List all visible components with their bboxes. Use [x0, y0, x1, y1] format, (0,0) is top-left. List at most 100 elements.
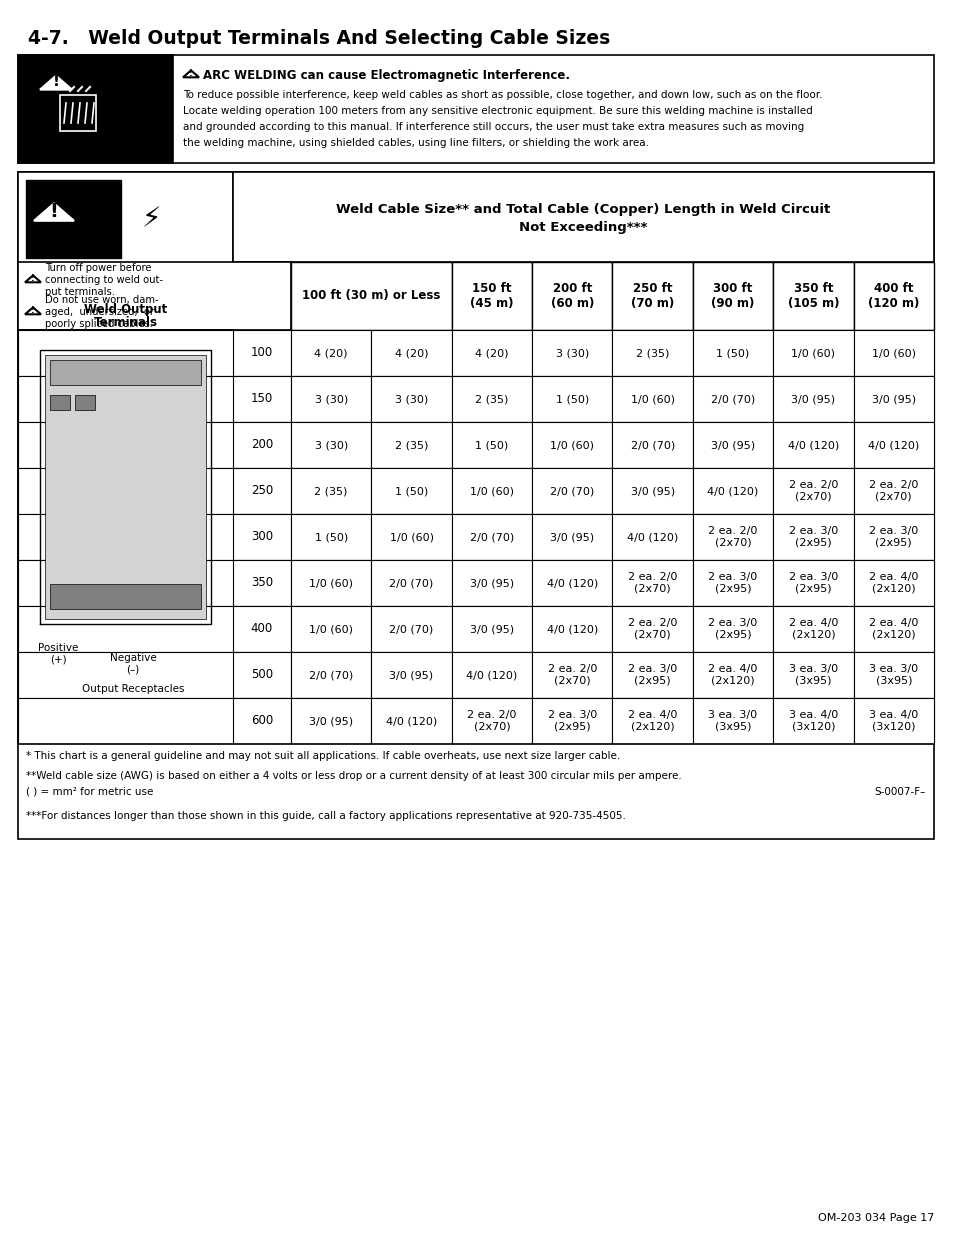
- Text: 4 (20): 4 (20): [475, 348, 508, 358]
- Text: 500: 500: [251, 668, 273, 682]
- Text: 2/0 (70): 2/0 (70): [389, 624, 434, 634]
- Bar: [291, 652, 371, 698]
- Text: 600: 600: [251, 715, 273, 727]
- Text: 3 (30): 3 (30): [395, 394, 428, 404]
- Text: 3 (30): 3 (30): [314, 440, 348, 450]
- Text: 2 (35): 2 (35): [636, 348, 669, 358]
- Text: 350: 350: [251, 577, 273, 589]
- Bar: [18, 606, 933, 652]
- Bar: [853, 559, 933, 606]
- Text: 1/0 (60): 1/0 (60): [470, 487, 514, 496]
- Bar: [612, 422, 692, 468]
- Text: 200: 200: [251, 438, 273, 452]
- Text: and grounded according to this manual. If interference still occurs, the user mu: and grounded according to this manual. I…: [183, 122, 803, 132]
- Text: 1/0 (60): 1/0 (60): [309, 624, 353, 634]
- Text: To reduce possible interference, keep weld cables as short as possible, close to: To reduce possible interference, keep we…: [183, 90, 821, 100]
- Text: 2 ea. 2/0
(2x70): 2 ea. 2/0 (2x70): [868, 480, 918, 501]
- Bar: [612, 468, 692, 514]
- Text: 1 (50): 1 (50): [475, 440, 508, 450]
- Text: 2/0 (70): 2/0 (70): [710, 394, 755, 404]
- Bar: [853, 330, 933, 375]
- Text: 2 ea. 4/0
(2x120): 2 ea. 4/0 (2x120): [627, 710, 677, 732]
- Text: 2/0 (70): 2/0 (70): [550, 487, 594, 496]
- Text: 2 ea. 3/0
(2x95): 2 ea. 3/0 (2x95): [788, 526, 837, 548]
- Text: ⚡: ⚡: [141, 205, 161, 233]
- Bar: [26, 180, 121, 258]
- Text: 150: 150: [251, 393, 273, 405]
- Bar: [773, 375, 853, 422]
- Text: 2 ea. 2/0
(2x70): 2 ea. 2/0 (2x70): [708, 526, 757, 548]
- Bar: [291, 559, 371, 606]
- Polygon shape: [34, 204, 74, 221]
- Bar: [18, 330, 233, 743]
- Text: 4/0 (120): 4/0 (120): [867, 440, 919, 450]
- Text: 1/0 (60): 1/0 (60): [871, 348, 915, 358]
- Bar: [291, 698, 371, 743]
- Bar: [50, 395, 70, 410]
- Text: !: !: [50, 201, 58, 221]
- Bar: [532, 330, 612, 375]
- Bar: [853, 698, 933, 743]
- Text: 2/0 (70): 2/0 (70): [469, 532, 514, 542]
- Text: 1/0 (60): 1/0 (60): [309, 578, 353, 588]
- Text: 100: 100: [251, 347, 273, 359]
- Bar: [452, 422, 532, 468]
- Text: 2 ea. 2/0
(2x70): 2 ea. 2/0 (2x70): [627, 572, 677, 594]
- Text: 3 ea. 3/0
(3x95): 3 ea. 3/0 (3x95): [708, 710, 757, 732]
- Polygon shape: [183, 70, 199, 78]
- Text: 4/0 (120): 4/0 (120): [386, 716, 436, 726]
- Text: Do not use worn, dam-
aged,  undersized,  or
poorly spliced cables.: Do not use worn, dam- aged, undersized, …: [45, 295, 158, 329]
- Text: 350 ft
(105 m): 350 ft (105 m): [787, 282, 839, 310]
- Text: the welding machine, using shielded cables, using line filters, or shielding the: the welding machine, using shielded cabl…: [183, 138, 648, 148]
- Text: Negative
(–): Negative (–): [110, 653, 156, 674]
- Text: 3/0 (95): 3/0 (95): [871, 394, 915, 404]
- Bar: [612, 262, 692, 330]
- Bar: [532, 559, 612, 606]
- Text: 400: 400: [251, 622, 273, 636]
- Text: 2 ea. 3/0
(2x95): 2 ea. 3/0 (2x95): [788, 572, 837, 594]
- Bar: [612, 375, 692, 422]
- Bar: [853, 606, 933, 652]
- Bar: [18, 559, 933, 606]
- Text: * This chart is a general guideline and may not suit all applications. If cable : * This chart is a general guideline and …: [26, 751, 619, 761]
- Bar: [291, 606, 371, 652]
- Bar: [612, 606, 692, 652]
- Text: **Weld cable size (AWG) is based on either a 4 volts or less drop or a current d: **Weld cable size (AWG) is based on eith…: [26, 771, 681, 781]
- Text: 250: 250: [251, 484, 273, 498]
- Text: 2 ea. 3/0
(2x95): 2 ea. 3/0 (2x95): [708, 619, 757, 640]
- Bar: [532, 514, 612, 559]
- Bar: [692, 375, 773, 422]
- Bar: [692, 330, 773, 375]
- Bar: [45, 354, 206, 619]
- Bar: [18, 698, 933, 743]
- Text: 2 ea. 2/0
(2x70): 2 ea. 2/0 (2x70): [547, 664, 597, 685]
- Bar: [612, 652, 692, 698]
- Bar: [532, 652, 612, 698]
- Bar: [371, 559, 452, 606]
- Text: 3/0 (95): 3/0 (95): [710, 440, 755, 450]
- Polygon shape: [25, 275, 41, 283]
- Bar: [18, 330, 933, 375]
- Text: 3/0 (95): 3/0 (95): [470, 578, 514, 588]
- Bar: [18, 422, 933, 468]
- Text: 2 ea. 2/0
(2x70): 2 ea. 2/0 (2x70): [467, 710, 517, 732]
- Bar: [773, 514, 853, 559]
- Text: Positive
(+): Positive (+): [38, 643, 78, 664]
- Text: 250 ft
(70 m): 250 ft (70 m): [630, 282, 674, 310]
- Text: 4/0 (120): 4/0 (120): [707, 487, 758, 496]
- Text: 1 (50): 1 (50): [314, 532, 348, 542]
- Text: 4/0 (120): 4/0 (120): [466, 671, 517, 680]
- Bar: [773, 698, 853, 743]
- Text: 2/0 (70): 2/0 (70): [389, 578, 434, 588]
- Bar: [371, 514, 452, 559]
- Bar: [853, 514, 933, 559]
- Text: 1 (50): 1 (50): [395, 487, 428, 496]
- Bar: [18, 652, 933, 698]
- Text: 1/0 (60): 1/0 (60): [389, 532, 433, 542]
- Text: Weld Cable Size** and Total Cable (Copper) Length in Weld Circuit: Weld Cable Size** and Total Cable (Coppe…: [336, 203, 830, 215]
- Text: 2 (35): 2 (35): [314, 487, 348, 496]
- Text: 300: 300: [251, 531, 273, 543]
- Text: 1/0 (60): 1/0 (60): [791, 348, 835, 358]
- Text: 2/0 (70): 2/0 (70): [630, 440, 674, 450]
- Bar: [371, 468, 452, 514]
